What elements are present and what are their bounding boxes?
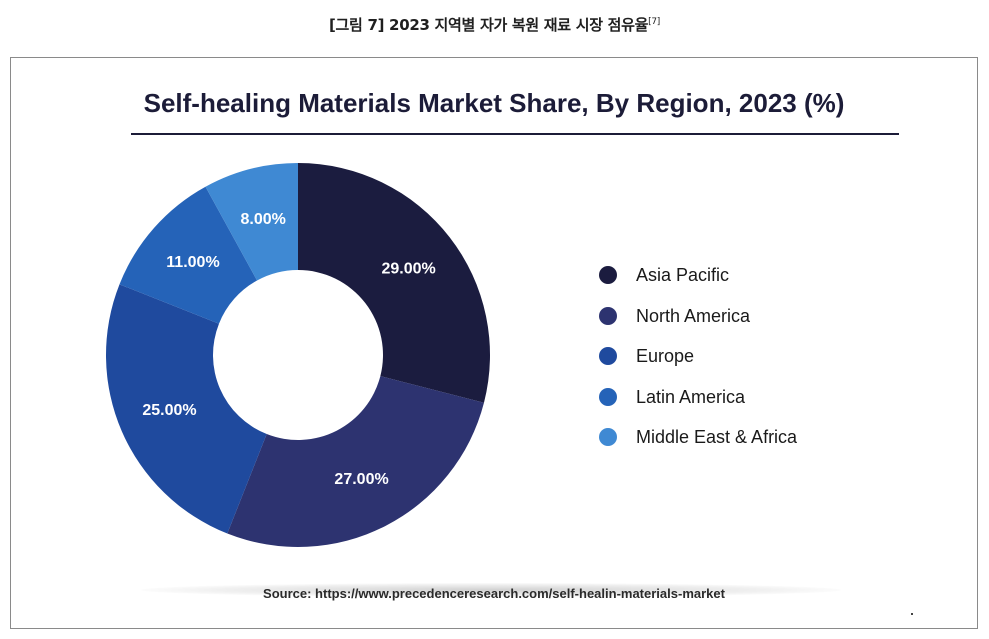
legend-item-middle-east-and-africa: Middle East & Africa — [599, 424, 919, 465]
legend-swatch — [599, 387, 617, 406]
legend-item-latin-america: Latin America — [599, 384, 919, 425]
chart-title: Self-healing Materials Market Share, By … — [143, 88, 845, 118]
legend-swatch — [599, 347, 617, 365]
slice-latin-america — [119, 186, 258, 324]
legend-label: Europe — [636, 346, 695, 366]
chart-frame: Self-healing Materials Market Share, By … — [10, 57, 978, 629]
chart-source: Source: https://www.precedenceresearch.c… — [263, 586, 725, 601]
legend-item-europe: Europe — [599, 343, 919, 384]
legend-item-asia-pacific: Asia Pacific — [599, 262, 919, 303]
corner-mark — [911, 613, 913, 615]
legend-label: Middle East & Africa — [636, 427, 798, 447]
donut-chart: 29.00% 27.00% 25.00% 11.00% 8.00% — [106, 163, 490, 547]
legend-item-north-america: North America — [599, 303, 919, 344]
legend-swatch — [599, 428, 617, 446]
legend-swatch — [599, 306, 617, 325]
legend-swatch — [599, 266, 617, 284]
legend-label: Latin America — [636, 386, 746, 407]
source-shadow — [141, 583, 841, 597]
data-label-europe: 25.00% — [142, 402, 196, 419]
chart-legend: Asia Pacific North America Europe Latin Ame… — [599, 262, 919, 465]
slice-north-america — [227, 376, 484, 547]
slice-middle-east-and-africa — [205, 163, 298, 281]
figure-caption-text: [그림 7] 2023 지역별 자가 복원 재료 시장 점유율 — [328, 16, 649, 34]
data-label-latin-america: 11.00% — [166, 254, 219, 271]
slice-asia-pacific — [298, 163, 490, 403]
data-label-middle-east-and-africa: 8.00% — [240, 211, 285, 228]
data-label-asia-pacific: 29.00% — [381, 261, 435, 278]
figure-caption: [그림 7] 2023 지역별 자가 복원 재료 시장 점유율[7] — [0, 14, 989, 35]
slice-europe — [106, 284, 267, 534]
data-label-north-america: 27.00% — [334, 471, 388, 488]
legend-label: Asia Pacific — [636, 265, 730, 285]
title-underline — [131, 133, 899, 135]
figure-caption-ref: [7] — [648, 17, 661, 27]
legend-label: North America — [636, 305, 751, 326]
